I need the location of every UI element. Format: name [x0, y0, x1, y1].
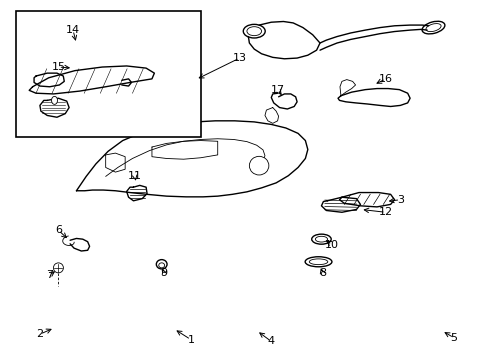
Text: 1: 1	[187, 334, 194, 345]
Ellipse shape	[315, 236, 327, 242]
Text: 13: 13	[232, 53, 246, 63]
Ellipse shape	[243, 24, 264, 38]
Ellipse shape	[246, 27, 261, 36]
Ellipse shape	[69, 18, 77, 27]
Text: 5: 5	[449, 333, 456, 343]
Ellipse shape	[308, 259, 327, 265]
Text: 17: 17	[270, 85, 284, 95]
Text: 15: 15	[51, 62, 65, 72]
Ellipse shape	[156, 260, 167, 269]
Text: 9: 9	[160, 268, 167, 278]
Ellipse shape	[99, 104, 116, 121]
Bar	[16, 12, 200, 137]
Text: 12: 12	[378, 207, 392, 217]
Text: 8: 8	[318, 268, 325, 278]
Ellipse shape	[421, 21, 444, 34]
Text: 6: 6	[55, 225, 62, 235]
Text: 7: 7	[46, 270, 53, 280]
Text: 4: 4	[267, 336, 274, 346]
Text: 10: 10	[325, 239, 339, 249]
Text: 11: 11	[128, 171, 142, 181]
Text: 14: 14	[66, 25, 80, 35]
Ellipse shape	[305, 257, 331, 267]
Ellipse shape	[53, 263, 63, 273]
Ellipse shape	[249, 156, 268, 175]
Ellipse shape	[425, 24, 440, 32]
Ellipse shape	[51, 96, 58, 104]
Ellipse shape	[159, 263, 164, 268]
Text: 2: 2	[36, 329, 43, 339]
Text: 3: 3	[396, 195, 403, 205]
Text: 16: 16	[378, 74, 392, 84]
Ellipse shape	[311, 234, 330, 244]
